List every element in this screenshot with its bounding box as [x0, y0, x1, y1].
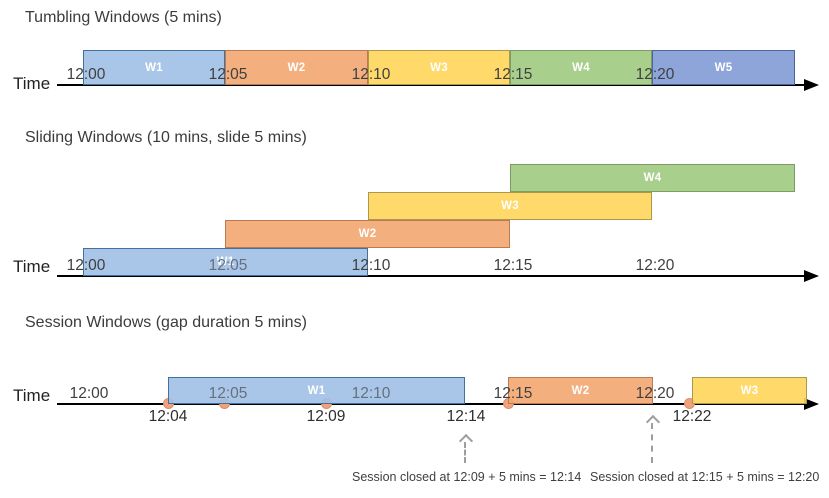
- tick-label: 12:15: [493, 257, 533, 274]
- tumbling-window-w4: W4: [510, 50, 652, 85]
- session-timeline-arrowhead-icon: [804, 398, 819, 410]
- session-window-w3: W3: [692, 377, 807, 404]
- tumbling-time-axis-label: Time: [13, 74, 51, 93]
- session-section-title: Session Windows (gap duration 5 mins): [25, 314, 307, 331]
- tick-label: 12:05: [208, 385, 248, 402]
- session-timeline: [57, 403, 805, 405]
- annotation-arrow-icon: [458, 433, 474, 449]
- event-time-label: 12:04: [148, 408, 188, 425]
- tick-label: 12:10: [351, 66, 391, 83]
- session-window-w1: W1: [168, 377, 465, 404]
- session-closed-annotation-1: Session closed at 12:09 + 5 mins = 12:14: [352, 470, 582, 484]
- tumbling-timeline: [57, 84, 805, 86]
- tumbling-window-w2: W2: [225, 50, 368, 85]
- sliding-window-w1: W1: [83, 248, 368, 276]
- tumbling-section-title: Tumbling Windows (5 mins): [25, 9, 222, 26]
- window-label: W2: [571, 384, 590, 397]
- tick-label: 12:00: [69, 385, 109, 402]
- tumbling-window-w5: W5: [652, 50, 795, 85]
- window-label: W2: [287, 61, 306, 74]
- annotation-arrow-line: [464, 442, 466, 463]
- sliding-time-axis-label: Time: [13, 257, 51, 276]
- sliding-section-title: Sliding Windows (10 mins, slide 5 mins): [25, 129, 307, 146]
- tick-label: 12:20: [635, 257, 675, 274]
- tumbling-window-w3: W3: [368, 50, 510, 85]
- tick-label: 12:10: [351, 257, 391, 274]
- sliding-window-w3: W3: [368, 192, 652, 220]
- session-closed-annotation-2: Session closed at 12:15 + 5 mins = 12:20: [590, 470, 820, 484]
- tick-label: 12:00: [66, 66, 106, 83]
- window-label: W4: [643, 172, 662, 184]
- tick-label: 12:20: [635, 385, 675, 402]
- session-time-axis-label: Time: [13, 386, 51, 405]
- window-label: W1: [307, 384, 326, 397]
- window-label: W3: [501, 200, 519, 212]
- sliding-timeline: [57, 275, 805, 277]
- window-label: W5: [714, 61, 733, 74]
- window-label: W4: [572, 61, 590, 74]
- session-window-w2: W2: [508, 377, 653, 404]
- event-time-label: 12:09: [306, 408, 346, 425]
- window-label: W3: [740, 384, 759, 397]
- tick-label: 12:05: [208, 66, 248, 83]
- tick-label: 12:15: [493, 66, 533, 83]
- event-time-label: 12:22: [672, 408, 712, 425]
- tick-label: 12:10: [351, 385, 391, 402]
- tick-label: 12:00: [66, 257, 106, 274]
- tumbling-window-w1: W1: [83, 50, 225, 85]
- tick-label: 12:05: [208, 257, 248, 274]
- window-label: W2: [358, 228, 377, 240]
- window-label: W1: [216, 256, 235, 268]
- sliding-window-w2: W2: [225, 220, 510, 248]
- sliding-timeline-arrowhead-icon: [804, 270, 819, 282]
- tick-label: 12:20: [635, 66, 675, 83]
- window-label: W3: [430, 61, 448, 74]
- sliding-window-w4: W4: [510, 164, 795, 192]
- event-time-label: 12:14: [446, 408, 486, 425]
- tumbling-timeline-arrowhead-icon: [804, 79, 819, 91]
- window-label: W1: [145, 61, 163, 74]
- annotation-arrow-icon: [645, 414, 661, 430]
- annotation-arrow-line: [651, 423, 653, 463]
- tick-label: 12:15: [493, 385, 533, 402]
